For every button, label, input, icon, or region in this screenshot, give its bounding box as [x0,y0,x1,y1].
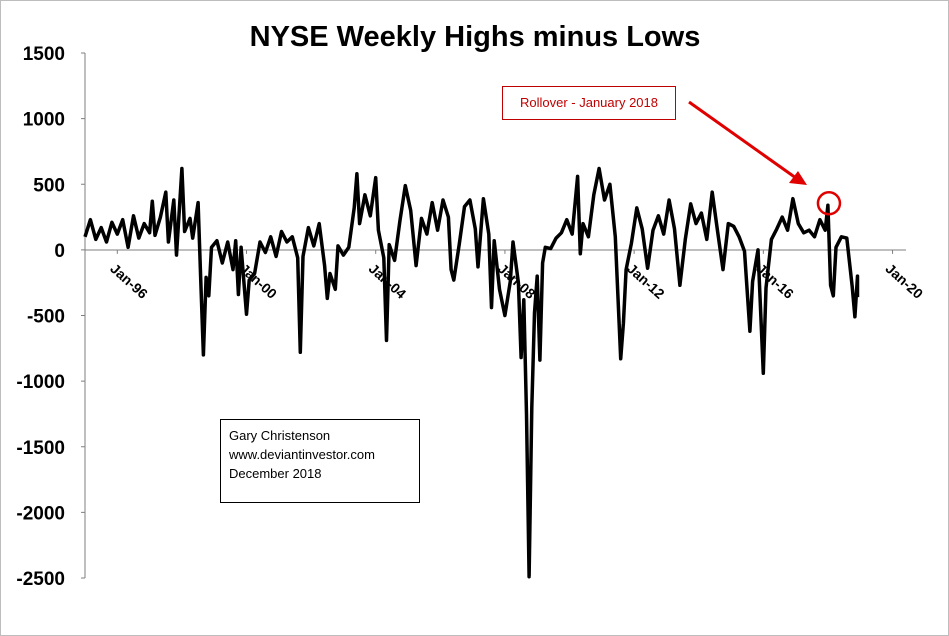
credit-website: www.deviantinvestor.com [229,447,375,462]
rollover-arrowhead [789,171,807,185]
x-tick-label: Jan-96 [107,260,151,302]
rollover-highlight-circle [816,191,842,216]
series-line-highs-minus-lows [83,166,860,579]
rollover-annotation: Rollover - January 2018 [502,86,676,120]
y-tick-label: -1000 [16,372,65,393]
credit-author: Gary Christenson [229,428,331,443]
y-tick-label: -1500 [16,438,65,459]
credit-date: December 2018 [229,466,322,481]
y-tick-label: -500 [27,307,65,328]
y-tick-label: 0 [54,241,65,262]
credit-box: Gary Christenson www.deviantinvestor.com… [220,419,420,503]
y-tick-label: 1500 [23,44,65,65]
y-tick-label: 500 [33,175,65,196]
chart-title: NYSE Weekly Highs minus Lows [250,21,701,53]
y-tick-group: 1500 1000 500 0 -500 -1000 -1500 -2000 -2500 [16,44,85,590]
rollover-arrow [688,100,797,180]
y-tick-label: -2000 [16,503,65,524]
x-tick-label: Jan-20 [883,260,927,302]
y-tick-label: 1000 [23,110,65,131]
y-tick-label: -2500 [16,569,65,590]
